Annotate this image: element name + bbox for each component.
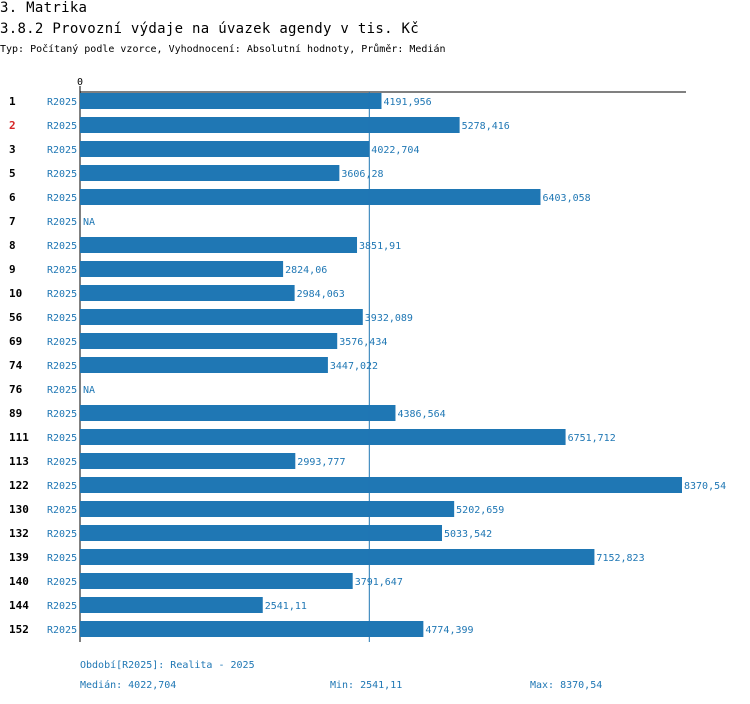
period-note: Období[R2025]: Realita - 2025 [80,660,255,671]
bar-value-label: 3606,28 [341,169,383,180]
min-summary: Min: 2541,11 [330,680,403,691]
row-id-label: 3 [9,143,16,156]
row-id-label: 89 [9,407,22,420]
max-summary: Max: 8370,54 [530,680,603,691]
chart-type-description: Typ: Počítaný podle vzorce, Vyhodnocení:… [0,44,446,55]
row-period-label: R2025 [47,169,77,180]
row-period-label: R2025 [47,97,77,108]
row-id-label: 56 [9,311,23,324]
row-period-label: R2025 [47,601,77,612]
bar-value-label: 3932,089 [365,313,413,324]
row-period-label: R2025 [47,121,77,132]
row-id-label: 144 [9,599,29,612]
row-id-label: 113 [9,455,29,468]
row-id-label: 7 [9,215,16,228]
bar [80,597,263,613]
bar [80,453,296,469]
bar [80,117,460,133]
bar-value-label: 3851,91 [359,241,401,252]
row-id-label: 130 [9,503,29,516]
row-period-label: R2025 [47,361,77,372]
bar-value-label: 7152,823 [596,553,644,564]
bar [80,357,328,373]
bar [80,141,370,157]
row-id-label: 140 [9,575,29,588]
row-id-label: 9 [9,263,16,276]
bar-value-label: 2541,11 [265,601,307,612]
bar [80,501,455,517]
bar-value-label: 2824,06 [285,265,327,276]
row-period-label: R2025 [47,337,77,348]
row-period-label: R2025 [47,457,77,468]
bar-value-label: 4022,704 [371,145,419,156]
bar [80,333,338,349]
bar [80,165,340,181]
row-period-label: R2025 [47,313,77,324]
row-period-label: R2025 [47,289,77,300]
row-id-label: 69 [9,335,22,348]
row-period-label: R2025 [47,145,77,156]
bar [80,237,358,253]
bar [80,309,363,325]
na-value-label: NA [83,217,95,228]
bar-value-label: 5033,542 [444,529,492,540]
bar [80,405,396,421]
row-period-label: R2025 [47,385,77,396]
row-period-label: R2025 [47,265,77,276]
bar-value-label: 3791,647 [355,577,403,588]
bar-value-label: 4774,399 [425,625,473,636]
bar-value-label: 2993,777 [297,457,345,468]
bar-value-label: 2984,063 [297,289,345,300]
row-period-label: R2025 [47,577,77,588]
row-period-label: R2025 [47,241,77,252]
axis-zero-label: 0 [77,77,83,88]
row-id-label: 6 [9,191,16,204]
row-id-label: 111 [9,431,29,444]
row-period-label: R2025 [47,553,77,564]
bar [80,477,682,493]
bar [80,429,566,445]
row-id-label: 74 [9,359,23,372]
row-id-label: 8 [9,239,16,252]
row-period-label: R2025 [47,625,77,636]
bar-value-label: 4191,956 [383,97,431,108]
bar [80,261,284,277]
row-period-label: R2025 [47,529,77,540]
bar [80,285,295,301]
row-period-label: R2025 [47,433,77,444]
row-id-label: 1 [9,95,16,108]
bar-value-label: 8370,54 [684,481,726,492]
bar-value-label: 6403,058 [543,193,591,204]
bar [80,93,382,109]
row-id-label: 122 [9,479,29,492]
bar-value-label: 4386,564 [397,409,445,420]
na-value-label: NA [83,385,95,396]
bar [80,525,443,541]
row-period-label: R2025 [47,481,77,492]
row-period-label: R2025 [47,217,77,228]
bar-value-label: 3576,434 [339,337,387,348]
row-id-label: 10 [9,287,22,300]
bar [80,621,424,637]
bar-value-label: 6751,712 [568,433,616,444]
row-id-label: 2 [9,119,16,132]
row-id-label: 139 [9,551,29,564]
row-id-label: 5 [9,167,16,180]
page-title: 3. Matrika [0,0,88,16]
row-period-label: R2025 [47,409,77,420]
bar-value-label: 5278,416 [462,121,510,132]
bar-value-label: 5202,659 [456,505,504,516]
row-id-label: 152 [9,623,29,636]
bar [80,573,353,589]
median-summary: Medián: 4022,704 [80,680,177,691]
chart-title: 3.8.2 Provozní výdaje na úvazek agendy v… [0,21,419,37]
bar [80,189,541,205]
row-id-label: 132 [9,527,29,540]
row-period-label: R2025 [47,193,77,204]
row-id-label: 76 [9,383,23,396]
row-period-label: R2025 [47,505,77,516]
bar-value-label: 3447,022 [330,361,378,372]
bar [80,549,595,565]
